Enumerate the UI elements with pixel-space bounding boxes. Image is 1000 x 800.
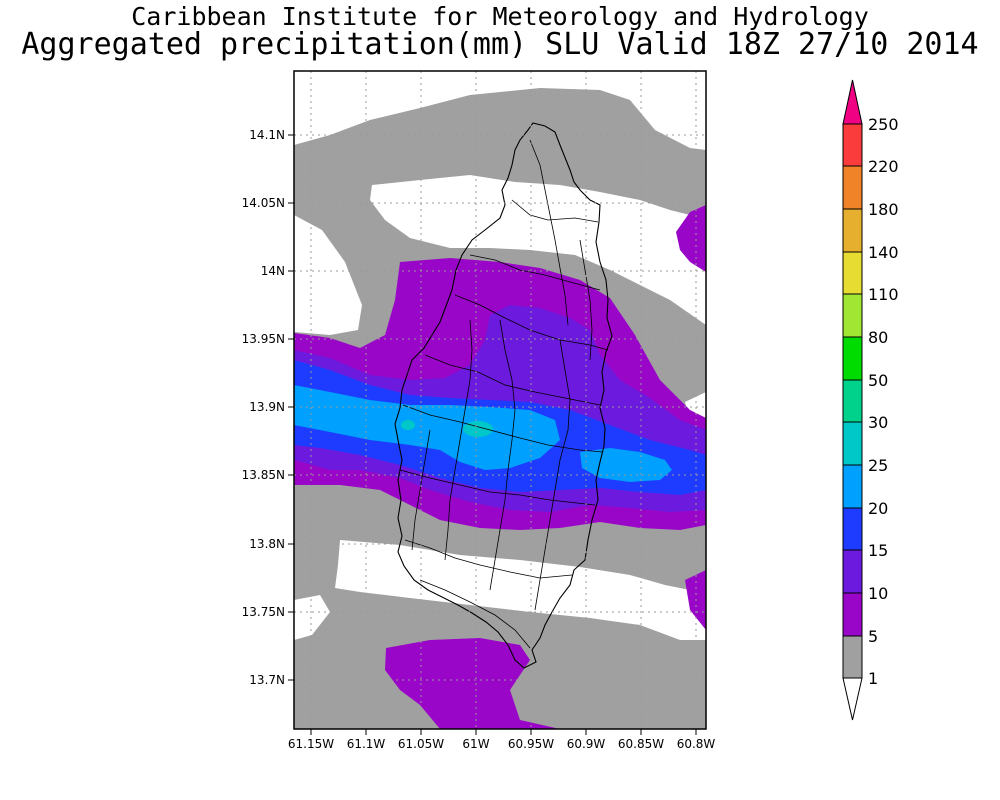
lat-tick-label: 14N [261, 264, 285, 278]
colorbar-segment [842, 549, 863, 594]
map-gridlines [294, 71, 706, 729]
colorbar-segment [842, 592, 863, 637]
colorbar-label: 10 [868, 584, 888, 603]
lat-tick-label: 14.1N [249, 128, 285, 142]
chart-title: Caribbean Institute for Meteorology and … [131, 2, 869, 31]
lon-tick-label: 60.85W [618, 737, 664, 751]
colorbar-label: 180 [868, 200, 899, 219]
island-interior-lines [399, 139, 609, 649]
colorbar-segment [842, 379, 863, 423]
colorbar-label: 80 [868, 328, 888, 347]
longitude-axis: 61.15W 61.1W 61.05W 61W 60.95W 60.9W 60.… [288, 729, 716, 751]
lat-tick-label: 13.7N [249, 673, 285, 687]
lat-tick-label: 13.75N [242, 605, 285, 619]
colorbar-label: 110 [868, 285, 899, 304]
lat-tick-label: 13.85N [242, 468, 285, 482]
colorbar-segment [842, 677, 863, 721]
field-20-25mm [294, 385, 672, 482]
colorbar-segment [842, 336, 863, 381]
chart-subtitle: Aggregated precipitation(mm) SLU Valid 1… [21, 27, 979, 62]
lon-tick-label: 61W [462, 737, 489, 751]
colorbar-segment [842, 635, 863, 679]
lon-tick-label: 61.1W [347, 737, 386, 751]
lat-tick-label: 13.8N [249, 537, 285, 551]
colorbar-segment [842, 79, 863, 125]
colorbar: 1 5 10 15 20 25 30 50 80 110 140 180 220… [842, 79, 899, 721]
colorbar-segment [842, 507, 863, 551]
colorbar-label: 220 [868, 157, 899, 176]
colorbar-label: 15 [868, 541, 888, 560]
colorbar-label: 25 [868, 456, 888, 475]
colorbar-segment [842, 165, 863, 210]
lat-tick-label: 14.05N [242, 196, 285, 210]
lon-tick-label: 61.05W [398, 737, 444, 751]
colorbar-label: 250 [868, 115, 899, 134]
lon-tick-label: 60.9W [567, 737, 606, 751]
colorbar-label: 140 [868, 243, 899, 262]
colorbar-label: 30 [868, 413, 888, 432]
lon-tick-label: 60.8W [677, 737, 716, 751]
colorbar-label: 20 [868, 499, 888, 518]
colorbar-segment [842, 464, 863, 509]
lat-tick-label: 13.95N [242, 332, 285, 346]
colorbar-label: 50 [868, 371, 888, 390]
map-frame [293, 70, 707, 730]
island-coastline [394, 122, 613, 669]
lat-tick-label: 13.9N [249, 400, 285, 414]
colorbar-segment [842, 123, 863, 167]
colorbar-label: 5 [868, 627, 878, 646]
colorbar-label: 1 [868, 669, 878, 688]
latitude-axis: 14.1N 14.05N 14N 13.95N 13.9N 13.85N 13.… [242, 128, 294, 687]
lon-tick-label: 61.15W [288, 737, 334, 751]
colorbar-segment [842, 421, 863, 466]
colorbar-segment [842, 208, 863, 253]
colorbar-segment [842, 251, 863, 295]
precipitation-field [294, 71, 706, 729]
colorbar-segment [842, 293, 863, 338]
lon-tick-label: 60.95W [508, 737, 554, 751]
